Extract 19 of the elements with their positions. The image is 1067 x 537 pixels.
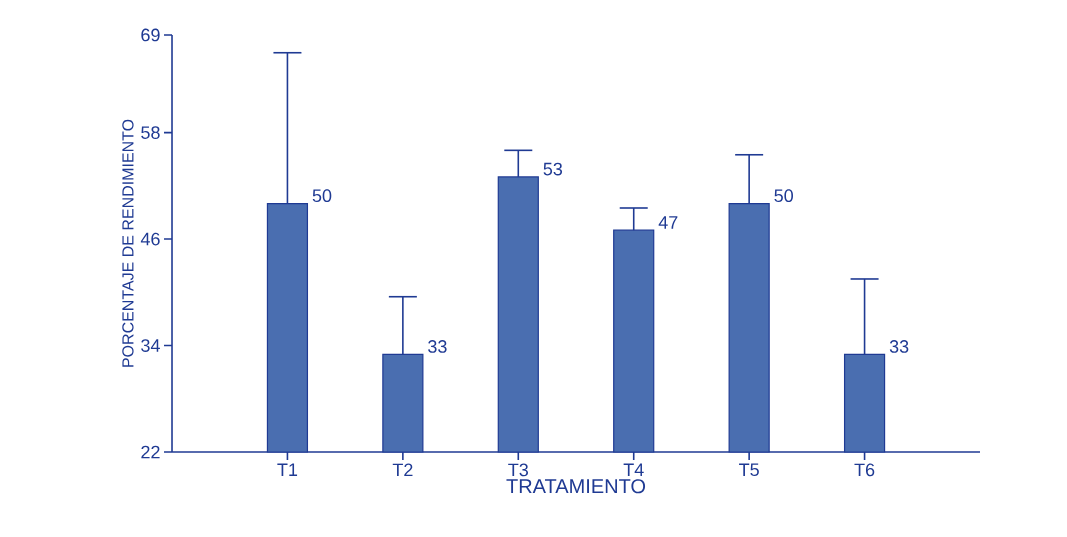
x-axis-title: TRATAMIENTO bbox=[506, 479, 646, 494]
x-tick-label: T4 bbox=[623, 463, 644, 476]
x-tick-label: T1 bbox=[277, 463, 298, 476]
x-tick-label: T2 bbox=[392, 463, 413, 477]
y-tick-label: 58 bbox=[141, 126, 160, 139]
data-label: 53 bbox=[543, 162, 563, 176]
x-tick-label: T5 bbox=[739, 463, 759, 477]
data-label: 47 bbox=[658, 216, 678, 229]
x-tick-label: T6 bbox=[854, 463, 875, 477]
y-tick-label: 34 bbox=[141, 339, 160, 352]
y-tick-label: 22 bbox=[141, 445, 160, 459]
y-axis-title: PORCENTAJE DE RENDIMIENTO bbox=[122, 119, 134, 367]
data-label: 33 bbox=[889, 340, 909, 353]
y-tick-label: 46 bbox=[140, 232, 160, 246]
data-label: 50 bbox=[774, 189, 793, 203]
x-tick-label: T3 bbox=[508, 463, 529, 477]
data-label: 50 bbox=[312, 189, 332, 203]
y-tick-label: 69 bbox=[141, 28, 160, 42]
data-label: 33 bbox=[428, 340, 447, 353]
